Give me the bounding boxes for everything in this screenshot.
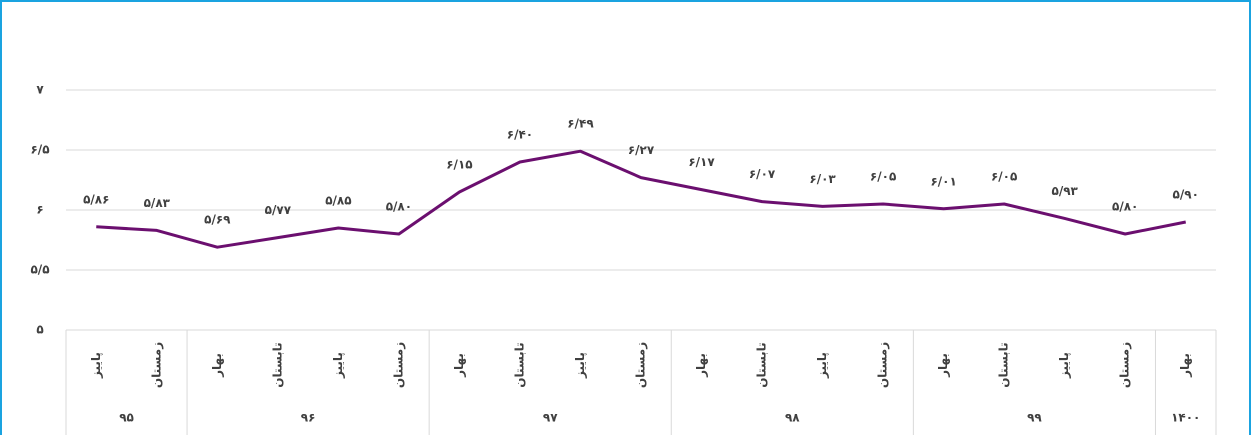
x-tick-label: بهار <box>694 353 708 378</box>
x-tick-label: بهار <box>210 353 224 378</box>
x-tick-label: پاییز <box>89 352 103 379</box>
group-label: ۹۶ <box>301 411 316 425</box>
x-tick-label: زمستان <box>876 342 890 388</box>
group-label: ۹۵ <box>119 411 134 425</box>
data-label: ۵/۸۵ <box>325 194 351 208</box>
data-label: ۶/۰۳ <box>809 172 836 186</box>
y-tick-label: ۵ <box>36 323 43 337</box>
group-label: ۱۴۰۰ <box>1171 411 1200 425</box>
y-tick-label: ۵/۵ <box>30 263 49 277</box>
data-label: ۶/۱۵ <box>446 158 472 172</box>
x-tick-label: پاییز <box>331 352 345 379</box>
x-tick-label: بهار <box>936 353 950 378</box>
group-label: ۹۸ <box>785 411 800 425</box>
data-label: ۶/۱۷ <box>688 155 715 169</box>
group-label: ۹۹ <box>1027 411 1042 425</box>
x-tick-label: تابستان <box>755 342 769 387</box>
data-label: ۶/۴۹ <box>567 117 594 131</box>
y-tick-label: ۷ <box>36 83 44 97</box>
data-label: ۵/۹۳ <box>1052 184 1079 198</box>
line <box>96 149 1187 249</box>
x-tick-label: بهار <box>452 353 466 378</box>
data-label: ۵/۸۶ <box>83 192 109 206</box>
data-label: ۵/۶۹ <box>204 213 231 227</box>
x-tick-label: پاییز <box>815 352 829 379</box>
x-tick-label: تابستان <box>997 342 1011 387</box>
x-tick-label: تابستان <box>512 342 526 387</box>
data-label: ۵/۸۳ <box>144 196 171 210</box>
y-tick-label: ۶/۵ <box>30 143 49 157</box>
x-tick-label: زمستان <box>634 342 648 388</box>
x-tick-label: تابستان <box>270 342 284 387</box>
data-label: ۶/۰۷ <box>749 167 776 181</box>
data-label: ۶/۰۵ <box>870 170 896 184</box>
data-label: ۵/۹۰ <box>1173 188 1199 202</box>
data-label: ۶/۴۰ <box>507 128 533 142</box>
data-label: ۵/۸۰ <box>1112 200 1138 214</box>
x-tick-label: زمستان <box>149 342 163 388</box>
x-tick-label: زمستان <box>1118 342 1132 388</box>
group-label: ۹۷ <box>543 411 558 425</box>
data-label: ۶/۰۱ <box>930 174 956 188</box>
data-label: ۵/۷۷ <box>265 203 292 217</box>
data-label: ۶/۲۷ <box>628 143 655 157</box>
data-label: ۶/۰۵ <box>991 170 1017 184</box>
y-tick-label: ۶ <box>36 203 43 217</box>
x-tick-label: پاییز <box>1057 352 1071 379</box>
x-tick-label: بهار <box>1178 353 1192 378</box>
x-tick-label: پاییز <box>573 352 587 379</box>
x-tick-label: زمستان <box>391 342 405 388</box>
data-label: ۵/۸۰ <box>386 200 412 214</box>
